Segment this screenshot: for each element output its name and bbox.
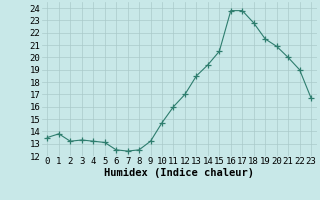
X-axis label: Humidex (Indice chaleur): Humidex (Indice chaleur) <box>104 168 254 178</box>
